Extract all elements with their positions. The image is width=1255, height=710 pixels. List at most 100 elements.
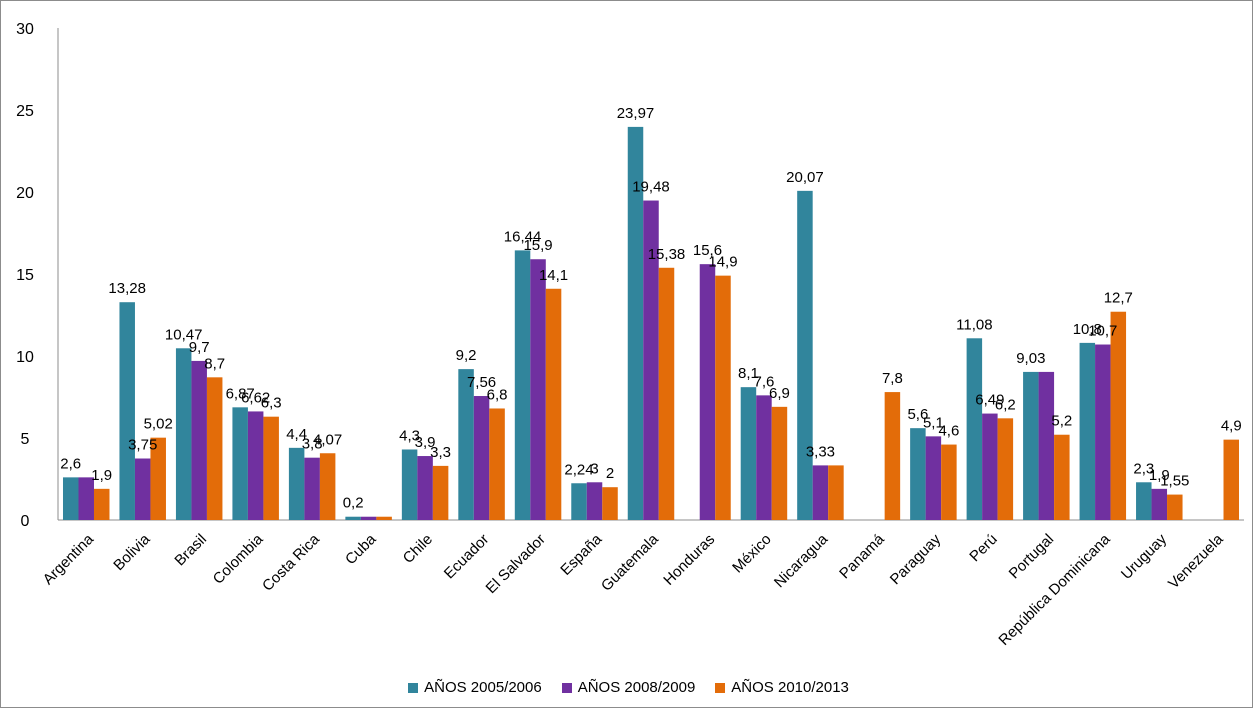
- bar: [910, 428, 926, 520]
- x-tick-label: España: [557, 530, 605, 578]
- y-tick-label: 5: [21, 431, 30, 448]
- data-label: 3,33: [806, 443, 835, 460]
- bar: [571, 483, 587, 520]
- data-label: 13,28: [108, 280, 146, 297]
- data-label: 7,56: [467, 374, 496, 391]
- data-label: 23,97: [617, 105, 655, 122]
- x-tick-label: Uruguay: [1118, 530, 1170, 582]
- bar: [1223, 439, 1240, 520]
- data-label: 4,6: [938, 423, 959, 440]
- bar: [93, 488, 110, 520]
- x-tick-label: Bolivia: [110, 530, 154, 574]
- bar: [941, 444, 957, 520]
- data-label: 5,6: [907, 406, 928, 423]
- data-label: 14,1: [539, 267, 568, 284]
- bar: [1151, 488, 1168, 520]
- x-tick-label: República Dominicana: [995, 530, 1114, 649]
- bar: [715, 275, 731, 520]
- bar: [1038, 371, 1055, 520]
- y-tick-label: 30: [16, 21, 34, 38]
- x-tick-label: Venezuela: [1165, 530, 1227, 592]
- data-label: 0,2: [343, 495, 364, 512]
- x-tick-label: Chile: [400, 531, 436, 567]
- x-tick-label: Cuba: [342, 530, 380, 568]
- data-label: 2,6: [60, 455, 81, 472]
- data-label: 1,55: [1160, 473, 1189, 490]
- data-label: 7,6: [754, 373, 775, 390]
- bar: [376, 516, 392, 520]
- bar: [982, 413, 998, 520]
- y-tick-label: 0: [21, 513, 30, 530]
- data-label: 3,9: [415, 434, 436, 451]
- bar: [966, 338, 983, 520]
- data-label: 7,8: [882, 370, 903, 387]
- bar: [771, 406, 788, 520]
- bar: [797, 190, 813, 520]
- data-label: 8,1: [738, 365, 759, 382]
- bar: [304, 457, 320, 520]
- data-label: 6,9: [769, 385, 790, 402]
- bar: [458, 369, 474, 520]
- bar: [545, 288, 562, 520]
- legend-item: AÑOS 2010/2013: [715, 679, 849, 696]
- data-label: 5,02: [144, 416, 173, 433]
- x-tick-label: Perú: [966, 531, 1000, 565]
- legend: AÑOS 2005/2006 AÑOS 2008/2009 AÑOS 2010/20…: [1, 679, 1255, 696]
- bar: [1167, 494, 1183, 520]
- bar: [1054, 434, 1070, 520]
- legend-swatch: [561, 682, 572, 693]
- data-label: 10,8: [1073, 321, 1102, 338]
- bar: [206, 377, 223, 520]
- bar: [925, 436, 942, 520]
- data-label: 3: [590, 460, 598, 477]
- data-label: 9,7: [189, 339, 210, 356]
- data-label: 6,3: [261, 395, 282, 412]
- y-tick-label: 20: [16, 185, 34, 202]
- data-label: 6,62: [241, 389, 270, 406]
- bar: [134, 458, 151, 520]
- bar: [530, 259, 546, 520]
- data-label: 6,2: [995, 396, 1016, 413]
- bar: [432, 465, 449, 520]
- data-label: 4,9: [1221, 418, 1242, 435]
- data-label: 1,9: [91, 467, 112, 484]
- bar: [150, 437, 166, 520]
- bar: [740, 387, 757, 520]
- bar: [401, 449, 418, 520]
- x-tick-label: Honduras: [660, 531, 718, 589]
- bar: [1079, 342, 1096, 520]
- bar: [473, 396, 490, 520]
- legend-label: AÑOS 2008/2009: [577, 679, 696, 696]
- bar: [288, 447, 305, 520]
- data-label: 16,44: [504, 228, 542, 245]
- bar: [627, 126, 644, 520]
- y-tick-label: 15: [16, 267, 34, 284]
- bar: [62, 477, 79, 520]
- data-label: 2,24: [564, 461, 593, 478]
- data-label: 4,3: [399, 427, 420, 444]
- x-tick-label: El Salvador: [483, 531, 549, 597]
- x-tick-label: Brasil: [171, 531, 210, 570]
- legend-label: AÑOS 2010/2013: [731, 679, 849, 696]
- legend-label: AÑOS 2005/2006: [424, 679, 542, 696]
- data-label: 3,3: [430, 444, 451, 461]
- bar: [417, 456, 433, 520]
- bar: [699, 264, 716, 520]
- data-label: 15,6: [693, 242, 722, 259]
- bar: [175, 348, 192, 520]
- data-label: 2: [606, 465, 614, 482]
- bars: [62, 126, 1240, 520]
- bar: [828, 465, 844, 520]
- data-label: 9,03: [1016, 350, 1045, 367]
- bar: [191, 360, 207, 520]
- bar: [319, 453, 336, 520]
- data-label: 3,8: [302, 436, 323, 453]
- bar: [812, 465, 829, 520]
- bar: [345, 516, 361, 520]
- y-tick-label: 10: [16, 349, 34, 366]
- bar: [643, 200, 659, 520]
- data-label: 5,1: [923, 414, 944, 431]
- bar: [1023, 371, 1039, 520]
- data-label: 14,9: [708, 254, 737, 271]
